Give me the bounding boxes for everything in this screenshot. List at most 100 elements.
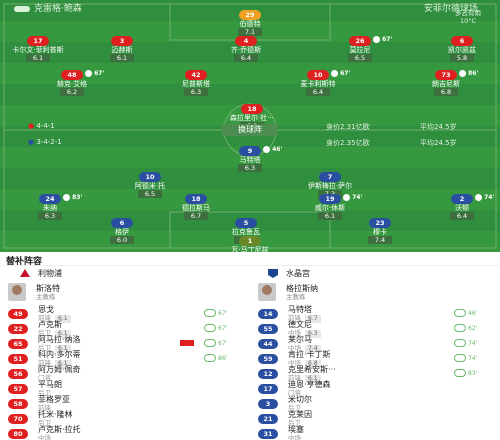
player-number-badge: 48 67' [61, 70, 104, 80]
pitch-player[interactable]: 18 德拉斯马 6.7 [161, 194, 231, 220]
list-item[interactable]: 57 平马朗 后卫 [8, 380, 62, 397]
player-number-badge: 44 [258, 338, 278, 349]
player-number-badge: 19 74' [319, 194, 362, 204]
list-item[interactable]: 51 科内·多尔蒂 前锋 6.1 [8, 350, 81, 368]
player-role: 中场 6.3 [288, 329, 321, 338]
player-name: 朗吉尼斯 [432, 80, 460, 88]
sub-in-indicator: 86' [204, 354, 227, 362]
pitch-player[interactable]: 42 尼普斯塔 6.3 [161, 70, 231, 96]
player-rating: 6.4 [306, 88, 330, 96]
player-name: 格伊 [115, 228, 129, 236]
player-number-badge: 12 [258, 368, 278, 379]
player-role: 后卫 [288, 419, 301, 427]
player-name: 米切尔 [288, 395, 312, 404]
player-role: 前锋 6.1 [38, 314, 71, 323]
pitch-player[interactable]: 3 迈赫斯 6.1 [87, 36, 157, 62]
list-item[interactable]: 44 莱尔马 中场 7.4 [258, 335, 321, 353]
player-number-badge: 2 74' [451, 194, 494, 204]
list-item[interactable]: 55 德文尼 中场 6.3 [258, 320, 321, 338]
pitch-player[interactable]: 4 齐·乔德斯 6.4 [211, 36, 281, 62]
list-item[interactable]: 22 卢克斯 后卫 6.1 [8, 320, 71, 338]
list-item[interactable]: 14 马特塔 前锋 6.7 [258, 304, 321, 323]
player-rating: 6.8 [434, 88, 458, 96]
stadium-icon [14, 5, 30, 12]
list-item[interactable]: 49 恩戈 前锋 6.1 [8, 305, 71, 323]
player-number-badge: 65 [8, 338, 28, 349]
player-number-badge: 3 [111, 36, 133, 46]
pitch: 克雷格·鲍森 安菲尔德球场 多云有雨 10°C 29 伯德特 7.1 17 卡尔文·菲利… [0, 0, 500, 252]
player-role: 中场 [38, 434, 51, 440]
pitch-player[interactable]: 24 83' 朱纳 6.3 [15, 194, 85, 220]
player-role: 中场 [288, 434, 301, 440]
away-manager[interactable]: 格拉斯纳 主教练 [258, 282, 318, 302]
pitch-player[interactable]: 19 74' 威尔·休斯 6.1 [295, 194, 365, 220]
list-item[interactable]: 58 菲格罗亚 前锋 [8, 395, 70, 412]
list-item[interactable]: 59 肯拉·卡丁斯 中场 6.8 [258, 349, 331, 368]
list-item[interactable]: 80 卢克斯·拉托 中场 [8, 425, 81, 440]
player-rating: 7.4 [305, 344, 321, 353]
home-team-header: 利物浦 [18, 266, 62, 280]
player-rating: 7.4 [368, 236, 392, 244]
player-number-badge: 51 [8, 353, 28, 364]
pitch-player[interactable]: 9 46' 马特塔 6.3 [215, 146, 285, 172]
pitch-player[interactable]: 17 卡尔文·菲利普斯 6.1 [3, 36, 73, 62]
pitch-player[interactable]: 10 67' 麦卡利斯特 6.4 [283, 70, 353, 96]
player-number-badge: 73 86' [435, 70, 478, 80]
home-age: 平均24.5岁 [420, 123, 457, 131]
player-number-badge: 26 67' [349, 36, 392, 46]
player-name: 肯拉·卡丁斯 [288, 349, 331, 359]
pitch-player[interactable]: 6 凯尔凯兹 5.8 [427, 36, 497, 62]
sub-arrow-icon [454, 354, 466, 362]
player-role: 后卫 [38, 389, 51, 397]
player-number-badge: 80 [8, 428, 28, 439]
away-formation: ● 3-4-2-1 [28, 138, 62, 146]
section-title: 替补阵容 [6, 257, 43, 267]
pitch-player[interactable]: 48 67' 赫克·艾格 6.2 [37, 70, 107, 96]
list-item[interactable]: 21 克莱因 后卫 [258, 410, 312, 427]
pitch-player[interactable]: 26 67' 莫拉尼 6.5 [325, 36, 395, 62]
home-venue: 克雷格·鲍森 [14, 1, 82, 14]
player-rating: 6.1 [55, 329, 71, 338]
player-name: 平马朗 [38, 380, 62, 389]
list-item[interactable]: 3 米切尔 后卫 [258, 395, 312, 412]
pitch-player[interactable]: 29 伯德特 7.1 [215, 10, 285, 36]
sub-arrow-icon [454, 369, 466, 377]
pitch-player[interactable]: 2 74' 沃顿 6.4 [427, 194, 497, 220]
player-name: 齐·乔德斯 [230, 46, 262, 54]
player-name: 埃塞 [288, 425, 304, 434]
pitch-player[interactable]: 23 穆卡 7.4 [345, 218, 415, 244]
list-item[interactable]: 70 托米·隆林 后卫 [8, 410, 73, 427]
player-role: 门将 [288, 389, 301, 397]
player-name: 尼普斯塔 [182, 80, 210, 88]
player-role: 门将 [38, 374, 51, 382]
player-name: 托米·隆林 [38, 410, 73, 419]
player-number-badge: 1 [239, 236, 261, 246]
list-item[interactable]: 56 阿万姆·佩奇 门将 [8, 365, 81, 382]
red-card-icon [180, 340, 194, 346]
player-role: 后卫 6.1 [38, 344, 81, 353]
player-number-badge: 18 [241, 104, 263, 114]
list-item[interactable]: 31 埃塞 中场 [258, 425, 304, 440]
home-manager[interactable]: 斯洛特 主教练 [8, 282, 60, 302]
player-number-badge: 3 [258, 398, 278, 409]
list-item[interactable]: 17 迪恩·亨德森 门将 [258, 380, 331, 397]
sub-arrow-icon [204, 354, 216, 362]
pitch-player[interactable]: 73 86' 朗吉尼斯 6.8 [411, 70, 481, 96]
sub-in-indicator: 74' [454, 354, 477, 362]
player-name: 马特塔 [288, 304, 312, 314]
player-rating: 6.8 [305, 359, 321, 368]
player-number-badge: 17 [27, 36, 49, 46]
player-name: 沃顿 [455, 204, 469, 212]
pitch-player[interactable]: 6 格伊 6.0 [87, 218, 157, 244]
pitch-player[interactable]: 1瓦·马丁尼兹6.8 [215, 236, 285, 252]
player-rating: 6.3 [305, 329, 321, 338]
player-name: 迪恩·亨德森 [288, 380, 331, 389]
list-item[interactable]: 12 克里希安斯··· 前锋 6.1 [258, 365, 336, 383]
player-number-badge: 5 [235, 218, 257, 228]
player-rating: 6.4 [234, 54, 258, 62]
list-item[interactable]: 65 阿马拉·纳洛 后卫 6.1 [8, 335, 81, 353]
sub-in-indicator: 83' [454, 369, 477, 377]
pitch-player[interactable]: 10 阿德米·托 6.5 [115, 172, 185, 198]
switch-formation-button[interactable]: 换球阵 [222, 124, 278, 136]
player-rating: 7.1 [238, 28, 262, 36]
